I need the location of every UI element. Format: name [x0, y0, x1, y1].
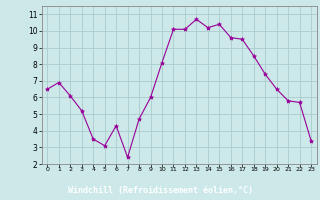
Text: Windchill (Refroidissement éolien,°C): Windchill (Refroidissement éolien,°C) [68, 186, 252, 194]
